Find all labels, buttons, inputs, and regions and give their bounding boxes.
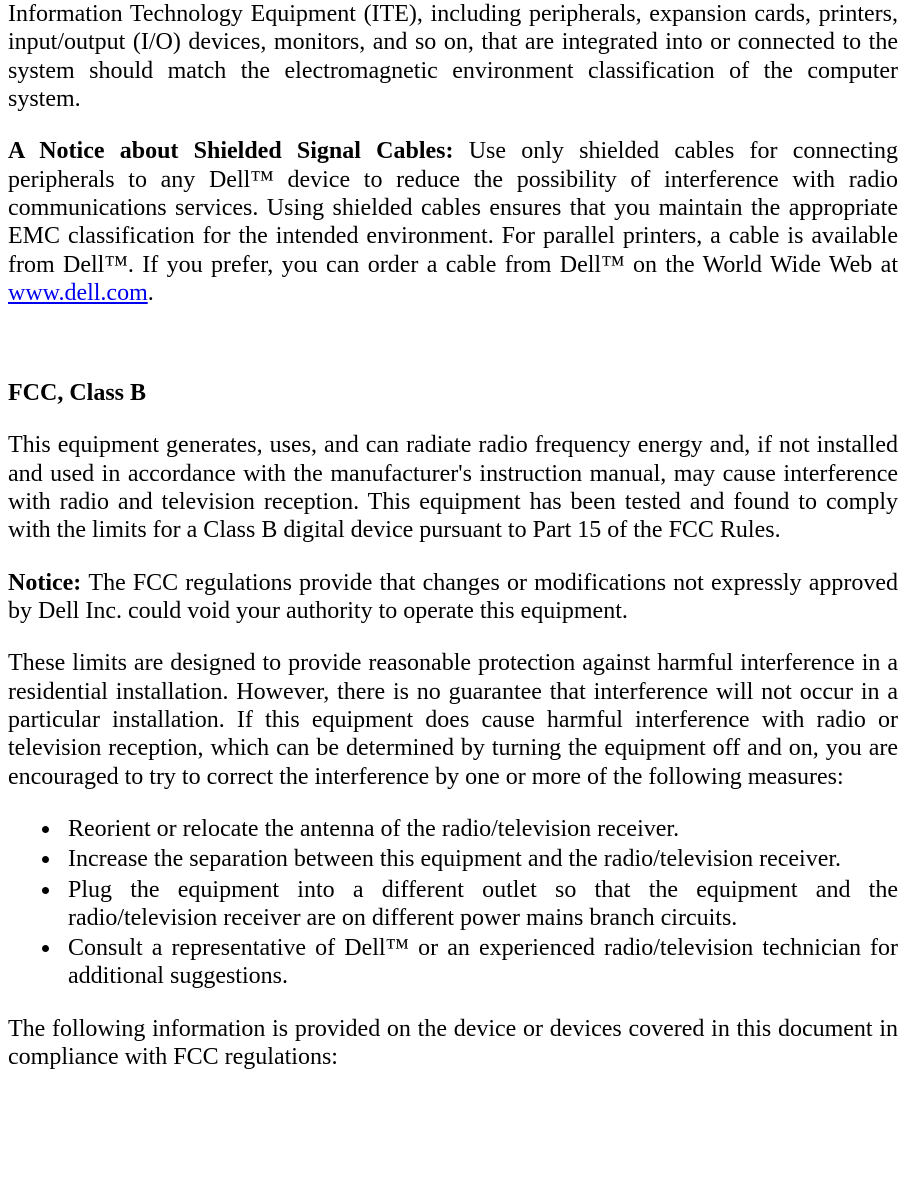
list-item: Reorient or relocate the antenna of the … [62, 815, 898, 843]
paragraph-fcc-intro: This equipment generates, uses, and can … [8, 431, 898, 544]
paragraph-shielded-cables: A Notice about Shielded Signal Cables: U… [8, 137, 898, 307]
list-item: Increase the separation between this equ… [62, 845, 898, 873]
heading-fcc-class-b: FCC, Class B [8, 379, 898, 407]
section-spacer [8, 331, 898, 379]
body-notice: The FCC regulations provide that changes… [8, 570, 898, 624]
lead-notice: Notice: [8, 570, 88, 596]
lead-shielded: A Notice about Shielded Signal Cables: [8, 138, 469, 164]
list-item: Consult a representative of Dell™ or an … [62, 934, 898, 991]
body-shielded-b: . [148, 280, 154, 306]
document-page: Information Technology Equipment (ITE), … [0, 0, 906, 1188]
paragraph-following-info: The following information is provided on… [8, 1015, 898, 1072]
paragraph-ite: Information Technology Equipment (ITE), … [8, 0, 898, 113]
paragraph-notice: Notice: The FCC regulations provide that… [8, 569, 898, 626]
list-item: Plug the equipment into a different outl… [62, 876, 898, 933]
link-dell[interactable]: www.dell.com [8, 280, 148, 306]
measures-list: Reorient or relocate the antenna of the … [8, 815, 898, 991]
paragraph-limits: These limits are designed to provide rea… [8, 649, 898, 791]
